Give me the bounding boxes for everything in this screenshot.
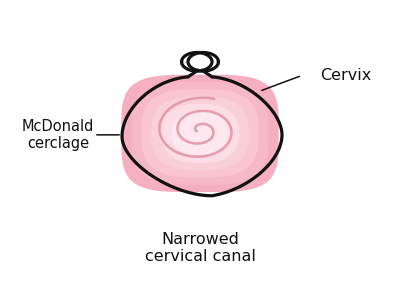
Polygon shape <box>142 90 258 177</box>
Text: Cervix: Cervix <box>320 68 371 83</box>
Polygon shape <box>132 83 268 184</box>
Polygon shape <box>172 112 228 155</box>
Text: Narrowed
cervical canal: Narrowed cervical canal <box>144 232 256 264</box>
Polygon shape <box>152 97 248 170</box>
Text: McDonald
cerclage: McDonald cerclage <box>22 119 94 151</box>
Polygon shape <box>122 75 278 191</box>
Polygon shape <box>162 104 238 162</box>
